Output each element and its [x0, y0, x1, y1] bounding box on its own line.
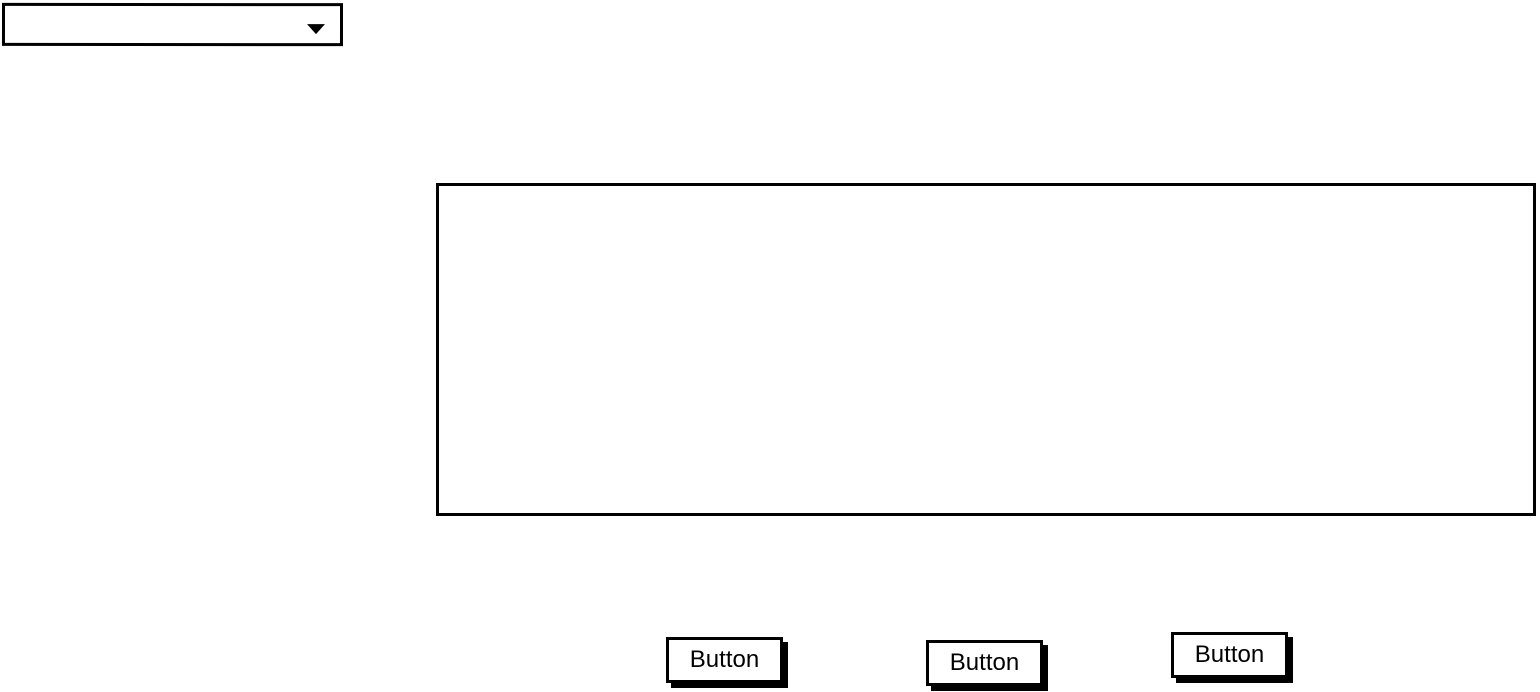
- button-3[interactable]: Button: [1171, 632, 1288, 678]
- dropdown-arrow-icon[interactable]: [306, 24, 326, 35]
- button-2[interactable]: Button: [926, 640, 1043, 686]
- button-1[interactable]: Button: [666, 637, 783, 683]
- button-3-container: Button: [1171, 632, 1293, 683]
- button-1-container: Button: [666, 637, 788, 688]
- content-panel: [436, 183, 1536, 516]
- button-2-container: Button: [926, 640, 1048, 691]
- dropdown-select[interactable]: [1, 2, 344, 47]
